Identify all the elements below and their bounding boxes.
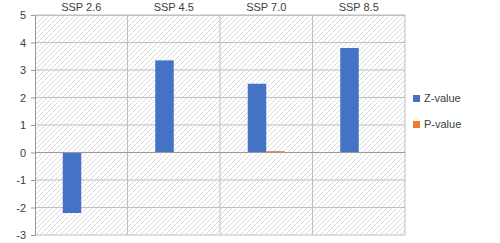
separator [127,15,128,235]
tick-mark [31,43,35,44]
bar [155,60,174,152]
tick-mark [31,15,35,16]
tick: SSP 7.0 [246,1,286,15]
tick: -3 [16,229,35,241]
chart: -3 -2 -1 0 1 2 3 4 5 SSP 2.6 SSP 4.5 SSP 7.0 SSP 8.5… [0,0,500,243]
tick: -2 [16,202,35,214]
legend-item: Z-value [413,92,461,104]
tick: SSP 8.5 [339,1,379,15]
category-label: SSP 8.5 [339,1,379,13]
legend: Z-value P-value [413,92,461,130]
grid-line [35,15,405,16]
baseline [35,152,405,153]
tick: 1 [20,119,35,131]
legend-swatch [413,95,420,102]
tick: 0 [20,147,35,159]
tick-mark [31,180,35,181]
category-label: SSP 4.5 [154,1,194,13]
tick-label: 3 [20,64,26,76]
separator [220,15,221,235]
bar [63,153,82,214]
tick-label: 2 [20,92,26,104]
category-separators [128,15,406,235]
tick-mark [31,208,35,209]
bars [63,48,378,213]
tick-label: -1 [16,174,26,186]
tick: 3 [20,64,35,76]
tick-label: 1 [20,119,26,131]
legend-swatch [413,121,420,128]
tick: -1 [16,174,35,186]
separator [405,15,406,235]
tick-label: -2 [16,202,26,214]
tick-label: -3 [16,229,26,241]
legend-label: P-value [424,118,461,130]
tick-label: 0 [20,147,26,159]
grid-line [35,152,405,153]
tick-mark [31,98,35,99]
tick-mark [31,125,35,126]
tick-mark [31,153,35,154]
y-axis: -3 -2 -1 0 1 2 3 4 5 [16,9,35,241]
tick-mark [31,235,35,236]
legend-label: Z-value [424,92,461,104]
category-label: SSP 7.0 [246,1,286,13]
tick: 2 [20,92,35,104]
tick: 5 [20,9,35,21]
plot: -3 -2 -1 0 1 2 3 4 5 SSP 2.6 SSP 4.5 SSP 7.0 SSP 8.5 [16,1,405,241]
x-axis: SSP 2.6 SSP 4.5 SSP 7.0 SSP 8.5 [36,1,406,16]
series [63,48,359,213]
bar [340,48,359,153]
tick: 4 [20,37,35,49]
axis-line [36,15,406,16]
plot-background [35,15,405,235]
tick-label: 4 [20,37,26,49]
tick-label: 5 [20,9,26,21]
tick: SSP 4.5 [154,1,194,15]
bar [248,84,267,153]
separator [312,15,313,235]
axis-line [31,16,36,236]
tick-mark [31,70,35,71]
tick: SSP 2.6 [61,1,101,15]
legend-item: P-value [413,118,461,130]
category-label: SSP 2.6 [61,1,101,13]
grid [35,15,405,235]
